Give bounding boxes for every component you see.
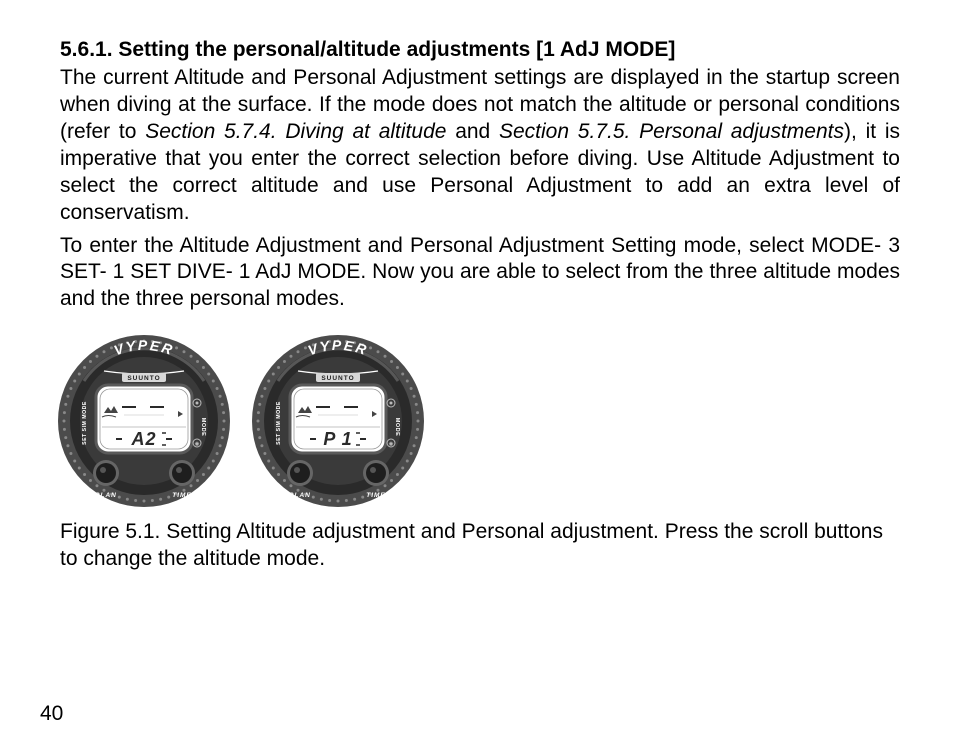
para1-ref-2: Section 5.7.5. Personal adjustments: [499, 120, 844, 143]
paragraph-1: The current Altitude and Personal Adjust…: [60, 65, 900, 226]
svg-text:✺: ✺: [388, 441, 393, 448]
para1-part-b: and: [446, 120, 499, 143]
svg-text:TIME: TIME: [172, 492, 192, 499]
svg-text:SET SIM MODE: SET SIM MODE: [276, 401, 282, 445]
dive-watch-icon: VYPERSUUNTOA2SET SIM MODEMODE✺PLANTIME: [54, 331, 234, 511]
figure-caption: Figure 5.1. Setting Altitude adjustment …: [60, 519, 900, 573]
svg-text:✺: ✺: [194, 441, 199, 448]
svg-text:PLAN: PLAN: [95, 492, 117, 499]
svg-text:MODE: MODE: [394, 418, 400, 437]
svg-text:PLAN: PLAN: [289, 492, 311, 499]
document-page: 5.6.1. Setting the personal/altitude adj…: [0, 0, 954, 756]
svg-text:SUUNTO: SUUNTO: [127, 375, 160, 382]
svg-text:SUUNTO: SUUNTO: [321, 375, 354, 382]
svg-text:P 1: P 1: [323, 429, 352, 449]
watch-figure-1: VYPERSUUNTOA2SET SIM MODEMODE✺PLANTIME: [54, 331, 234, 511]
svg-text:A2: A2: [130, 429, 156, 449]
svg-text:SET SIM MODE: SET SIM MODE: [82, 401, 88, 445]
para1-ref-1: Section 5.7.4. Diving at altitude: [145, 120, 446, 143]
watch-figure-2: VYPERSUUNTOP 1SET SIM MODEMODE✺PLANTIME: [248, 331, 428, 511]
page-number: 40: [40, 702, 63, 726]
svg-text:MODE: MODE: [200, 418, 206, 437]
paragraph-2: To enter the Altitude Adjustment and Per…: [60, 233, 900, 314]
dive-watch-icon: VYPERSUUNTOP 1SET SIM MODEMODE✺PLANTIME: [248, 331, 428, 511]
svg-text:TIME: TIME: [366, 492, 386, 499]
section-heading: 5.6.1. Setting the personal/altitude adj…: [60, 36, 900, 63]
figure-row: VYPERSUUNTOA2SET SIM MODEMODE✺PLANTIME V…: [54, 331, 900, 511]
